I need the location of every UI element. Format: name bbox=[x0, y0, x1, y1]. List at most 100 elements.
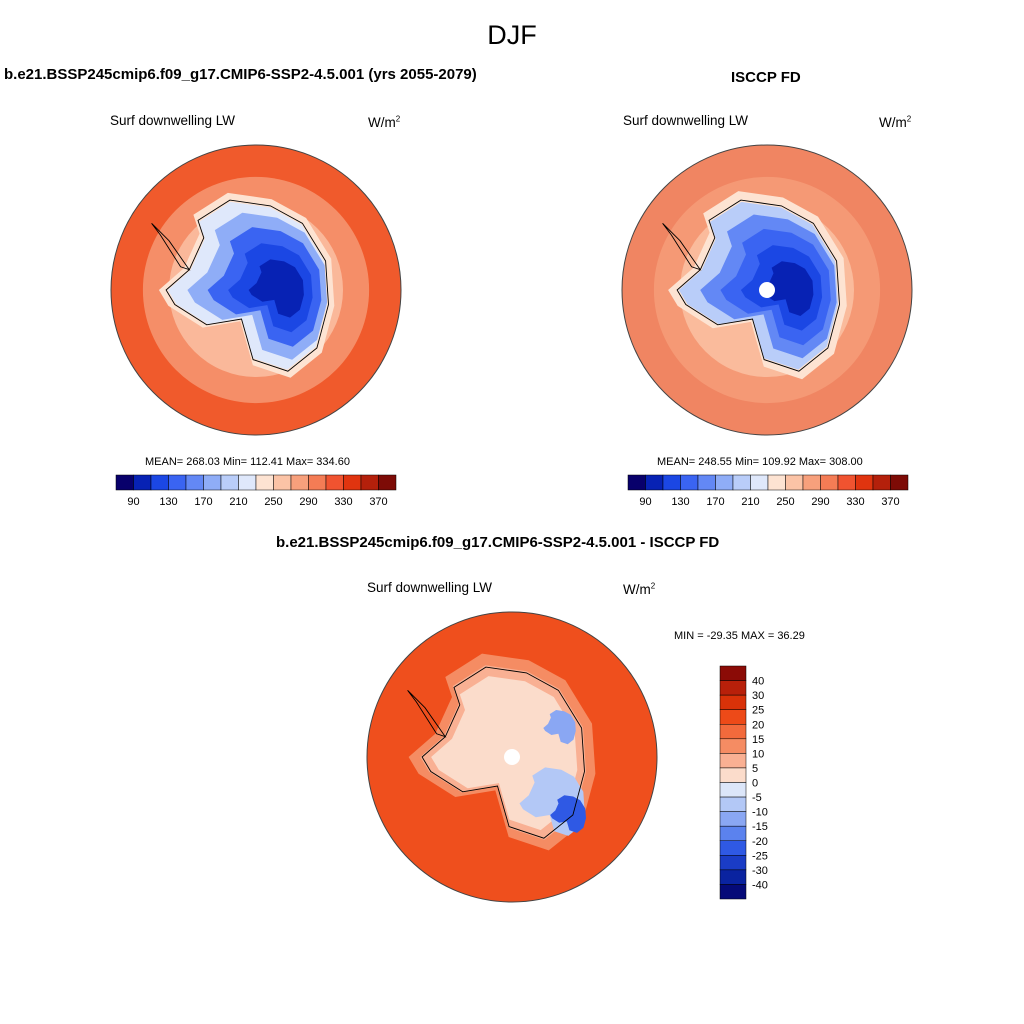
diff-colorbar-tick-label: -5 bbox=[752, 792, 762, 804]
diff-colorbar-tick-label: 5 bbox=[752, 763, 758, 775]
colorbar-cell-model bbox=[290, 474, 309, 491]
colorbar-cell-obs bbox=[662, 474, 681, 491]
coastline-obs bbox=[662, 199, 840, 372]
antarctica-level-5-model bbox=[248, 259, 304, 318]
colorbar-tick-label-model: 210 bbox=[229, 496, 247, 508]
colorbar-tick-label-model: 290 bbox=[299, 496, 317, 508]
antarctica-level-5-obs bbox=[761, 261, 814, 316]
colorbar-tick-label-model: 90 bbox=[127, 496, 139, 508]
panel2-stats: MEAN= 248.55 Min= 109.92 Max= 308.00 bbox=[657, 456, 863, 468]
diff-colorbar-cell bbox=[719, 840, 747, 856]
map-border-diff bbox=[366, 611, 658, 903]
colorbar-cell-model bbox=[273, 474, 292, 491]
diff-colorbar-tick-label: -10 bbox=[752, 807, 768, 819]
colorbar-tick-label-model: 330 bbox=[334, 496, 352, 508]
map-diff bbox=[366, 611, 658, 903]
colorbar-cell-model bbox=[343, 474, 362, 491]
colorbar-cell-obs bbox=[627, 474, 646, 491]
diff-colorbar-tick-label: 40 bbox=[752, 676, 764, 688]
colorbar-tick-label-obs: 330 bbox=[846, 496, 864, 508]
map-border-model bbox=[110, 144, 402, 436]
panel1-variable: Surf downwelling LW bbox=[110, 113, 236, 128]
diff-colorbar-cell bbox=[719, 796, 747, 812]
diff-colorbar-cell bbox=[719, 753, 747, 769]
map-border-obs bbox=[621, 144, 913, 436]
diff-colorbar-cell bbox=[719, 738, 747, 754]
diff-colorbar-cell bbox=[719, 811, 747, 827]
diff-colorbar-tick-label: 15 bbox=[752, 734, 764, 746]
panel3-stats: MIN = -29.35 MAX = 36.29 bbox=[674, 630, 805, 642]
colorbar-tick-label-model: 250 bbox=[264, 496, 282, 508]
diff-colorbar-tick-label: 25 bbox=[752, 705, 764, 717]
diff-colorbar-tick-label: -40 bbox=[752, 879, 768, 891]
colorbar-cell-model bbox=[115, 474, 134, 491]
colorbar-tick-label-obs: 370 bbox=[881, 496, 899, 508]
colorbar-cell-obs bbox=[785, 474, 804, 491]
diff-colorbar-tick-label: -25 bbox=[752, 850, 768, 862]
diff-colorbar-cell bbox=[719, 825, 747, 841]
panel1-stats: MEAN= 268.03 Min= 112.41 Max= 334.60 bbox=[145, 456, 350, 468]
panel1-units: W/m2 bbox=[368, 114, 401, 130]
colorbar-cell-obs bbox=[820, 474, 839, 491]
diff-colorbar-cell bbox=[719, 855, 747, 871]
colorbar-cell-model bbox=[168, 474, 187, 491]
map-obs bbox=[621, 144, 913, 436]
colorbar-tick-label-obs: 130 bbox=[671, 496, 689, 508]
colorbar-cell-obs bbox=[872, 474, 891, 491]
colorbar-cell-model bbox=[203, 474, 222, 491]
panel2-variable: Surf downwelling LW bbox=[623, 113, 749, 128]
colorbar-tick-label-model: 170 bbox=[194, 496, 212, 508]
diff-colorbar-cell bbox=[719, 782, 747, 798]
diff-colorbar-cell bbox=[719, 767, 747, 783]
map-model bbox=[110, 144, 402, 436]
panel3-units: W/m2 bbox=[623, 581, 656, 597]
colorbar-cell-model bbox=[220, 474, 239, 491]
colorbar-cell-obs bbox=[802, 474, 821, 491]
diff-colorbar-tick-label: -30 bbox=[752, 865, 768, 877]
diff-colorbar-cell bbox=[719, 665, 747, 681]
antarctica-level-5-diff bbox=[543, 710, 576, 745]
colorbar-cell-obs bbox=[890, 474, 909, 491]
diff-colorbar-tick-label: 30 bbox=[752, 690, 764, 702]
colorbar-tick-label-model: 370 bbox=[369, 496, 387, 508]
map-field-model bbox=[111, 145, 401, 435]
coastline-model bbox=[151, 199, 329, 372]
colorbar-cell-obs bbox=[732, 474, 751, 491]
colorbar-cell-obs bbox=[750, 474, 769, 491]
colorbar-cell-obs bbox=[767, 474, 786, 491]
pole-hole-diff bbox=[504, 749, 520, 765]
diff-colorbar-tick-label: -15 bbox=[752, 821, 768, 833]
diff-colorbar-cell bbox=[719, 869, 747, 885]
pole-hole-obs bbox=[759, 282, 775, 298]
map-field-obs bbox=[622, 145, 912, 435]
colorbar-cell-obs bbox=[645, 474, 664, 491]
colorbar-cell-obs bbox=[837, 474, 856, 491]
colorbar-cell-model bbox=[133, 474, 152, 491]
diff-colorbar-cell bbox=[719, 724, 747, 740]
diff-colorbar-tick-label: 0 bbox=[752, 778, 758, 790]
diff-colorbar-tick-label: 10 bbox=[752, 748, 764, 760]
colorbar-tick-label-obs: 250 bbox=[776, 496, 794, 508]
colorbar-cell-obs bbox=[855, 474, 874, 491]
colorbar-tick-label-obs: 290 bbox=[811, 496, 829, 508]
diff-colorbar-cell bbox=[719, 709, 747, 725]
diff-colorbar-cell bbox=[719, 884, 747, 900]
diff-colorbar-cell bbox=[719, 694, 747, 710]
diff-colorbar-tick-label: -20 bbox=[752, 836, 768, 848]
panel3-variable: Surf downwelling LW bbox=[367, 580, 493, 595]
colorbar-cell-obs bbox=[680, 474, 699, 491]
map-field-diff bbox=[367, 612, 657, 902]
colorbar-cell-model bbox=[238, 474, 257, 491]
colorbar-cell-model bbox=[360, 474, 379, 491]
panel1-title: b.e21.BSSP245cmip6.f09_g17.CMIP6-SSP2-4.… bbox=[4, 66, 477, 83]
colorbar-cell-model bbox=[308, 474, 327, 491]
colorbar-tick-label-obs: 210 bbox=[741, 496, 759, 508]
diff-colorbar-cell bbox=[719, 680, 747, 696]
colorbar-cell-obs bbox=[697, 474, 716, 491]
colorbar-tick-label-obs: 90 bbox=[639, 496, 651, 508]
antarctica-level-4-diff bbox=[550, 795, 586, 833]
coastline-diff bbox=[407, 666, 585, 839]
colorbar-cell-model bbox=[150, 474, 169, 491]
season-title: DJF bbox=[487, 20, 537, 50]
